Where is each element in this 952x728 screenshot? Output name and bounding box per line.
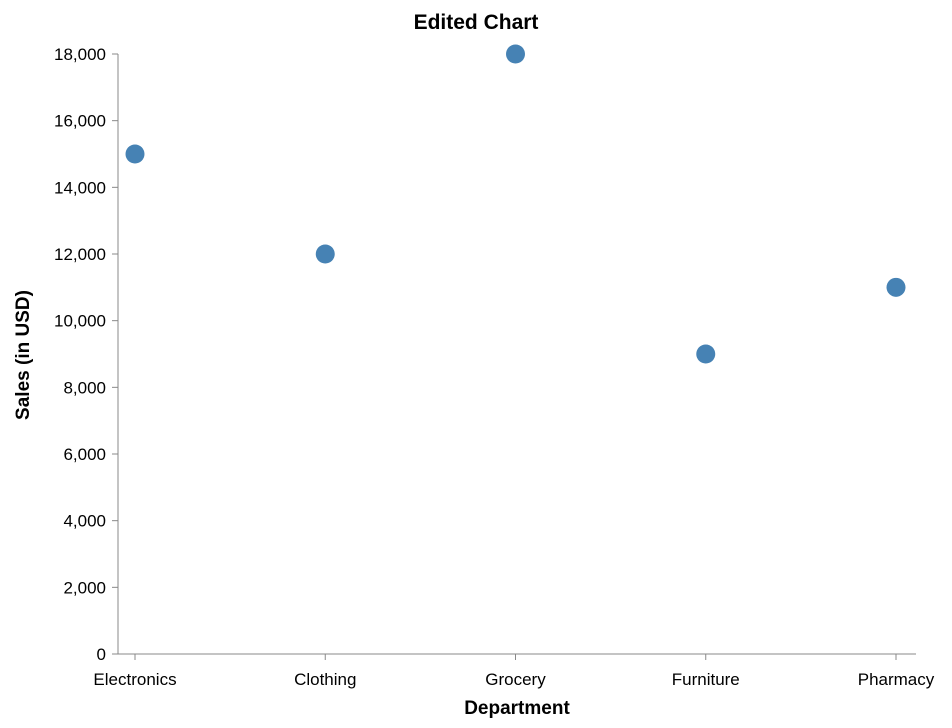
y-tick-label: 16,000 [54,112,106,131]
y-tick-label: 6,000 [63,445,106,464]
x-axis: Electronics Clothing Grocery Furniture Pharm… [93,653,935,689]
y-tick-label: 10,000 [54,312,106,331]
y-tick-label: 0 [97,645,106,664]
y-tick-label: 12,000 [54,245,106,264]
x-tick-label: Grocery [485,670,546,689]
data-point [696,344,716,364]
y-tick-label: 2,000 [63,578,106,597]
data-point [506,44,525,64]
y-tick-label: 8,000 [63,378,106,397]
x-tick-label: Clothing [294,670,356,689]
y-axis-title: Sales (in USD) [13,290,34,420]
x-tick-label: Furniture [672,670,740,689]
y-tick-label: 18,000 [54,45,106,64]
x-tick-label: Pharmacy [858,670,935,689]
x-tick-label: Electronics [93,670,176,689]
data-points [125,44,906,364]
data-point [125,144,145,164]
y-tick-label: 4,000 [63,512,106,531]
y-axis: 0 2,000 4,000 6,000 8,000 10,000 12,000 14,000 1… [54,45,119,664]
x-axis-title: Department [464,698,570,719]
chart-title: Edited Chart [414,11,539,34]
y-tick-label: 14,000 [54,178,106,197]
data-point [886,277,906,297]
data-point [315,244,335,264]
